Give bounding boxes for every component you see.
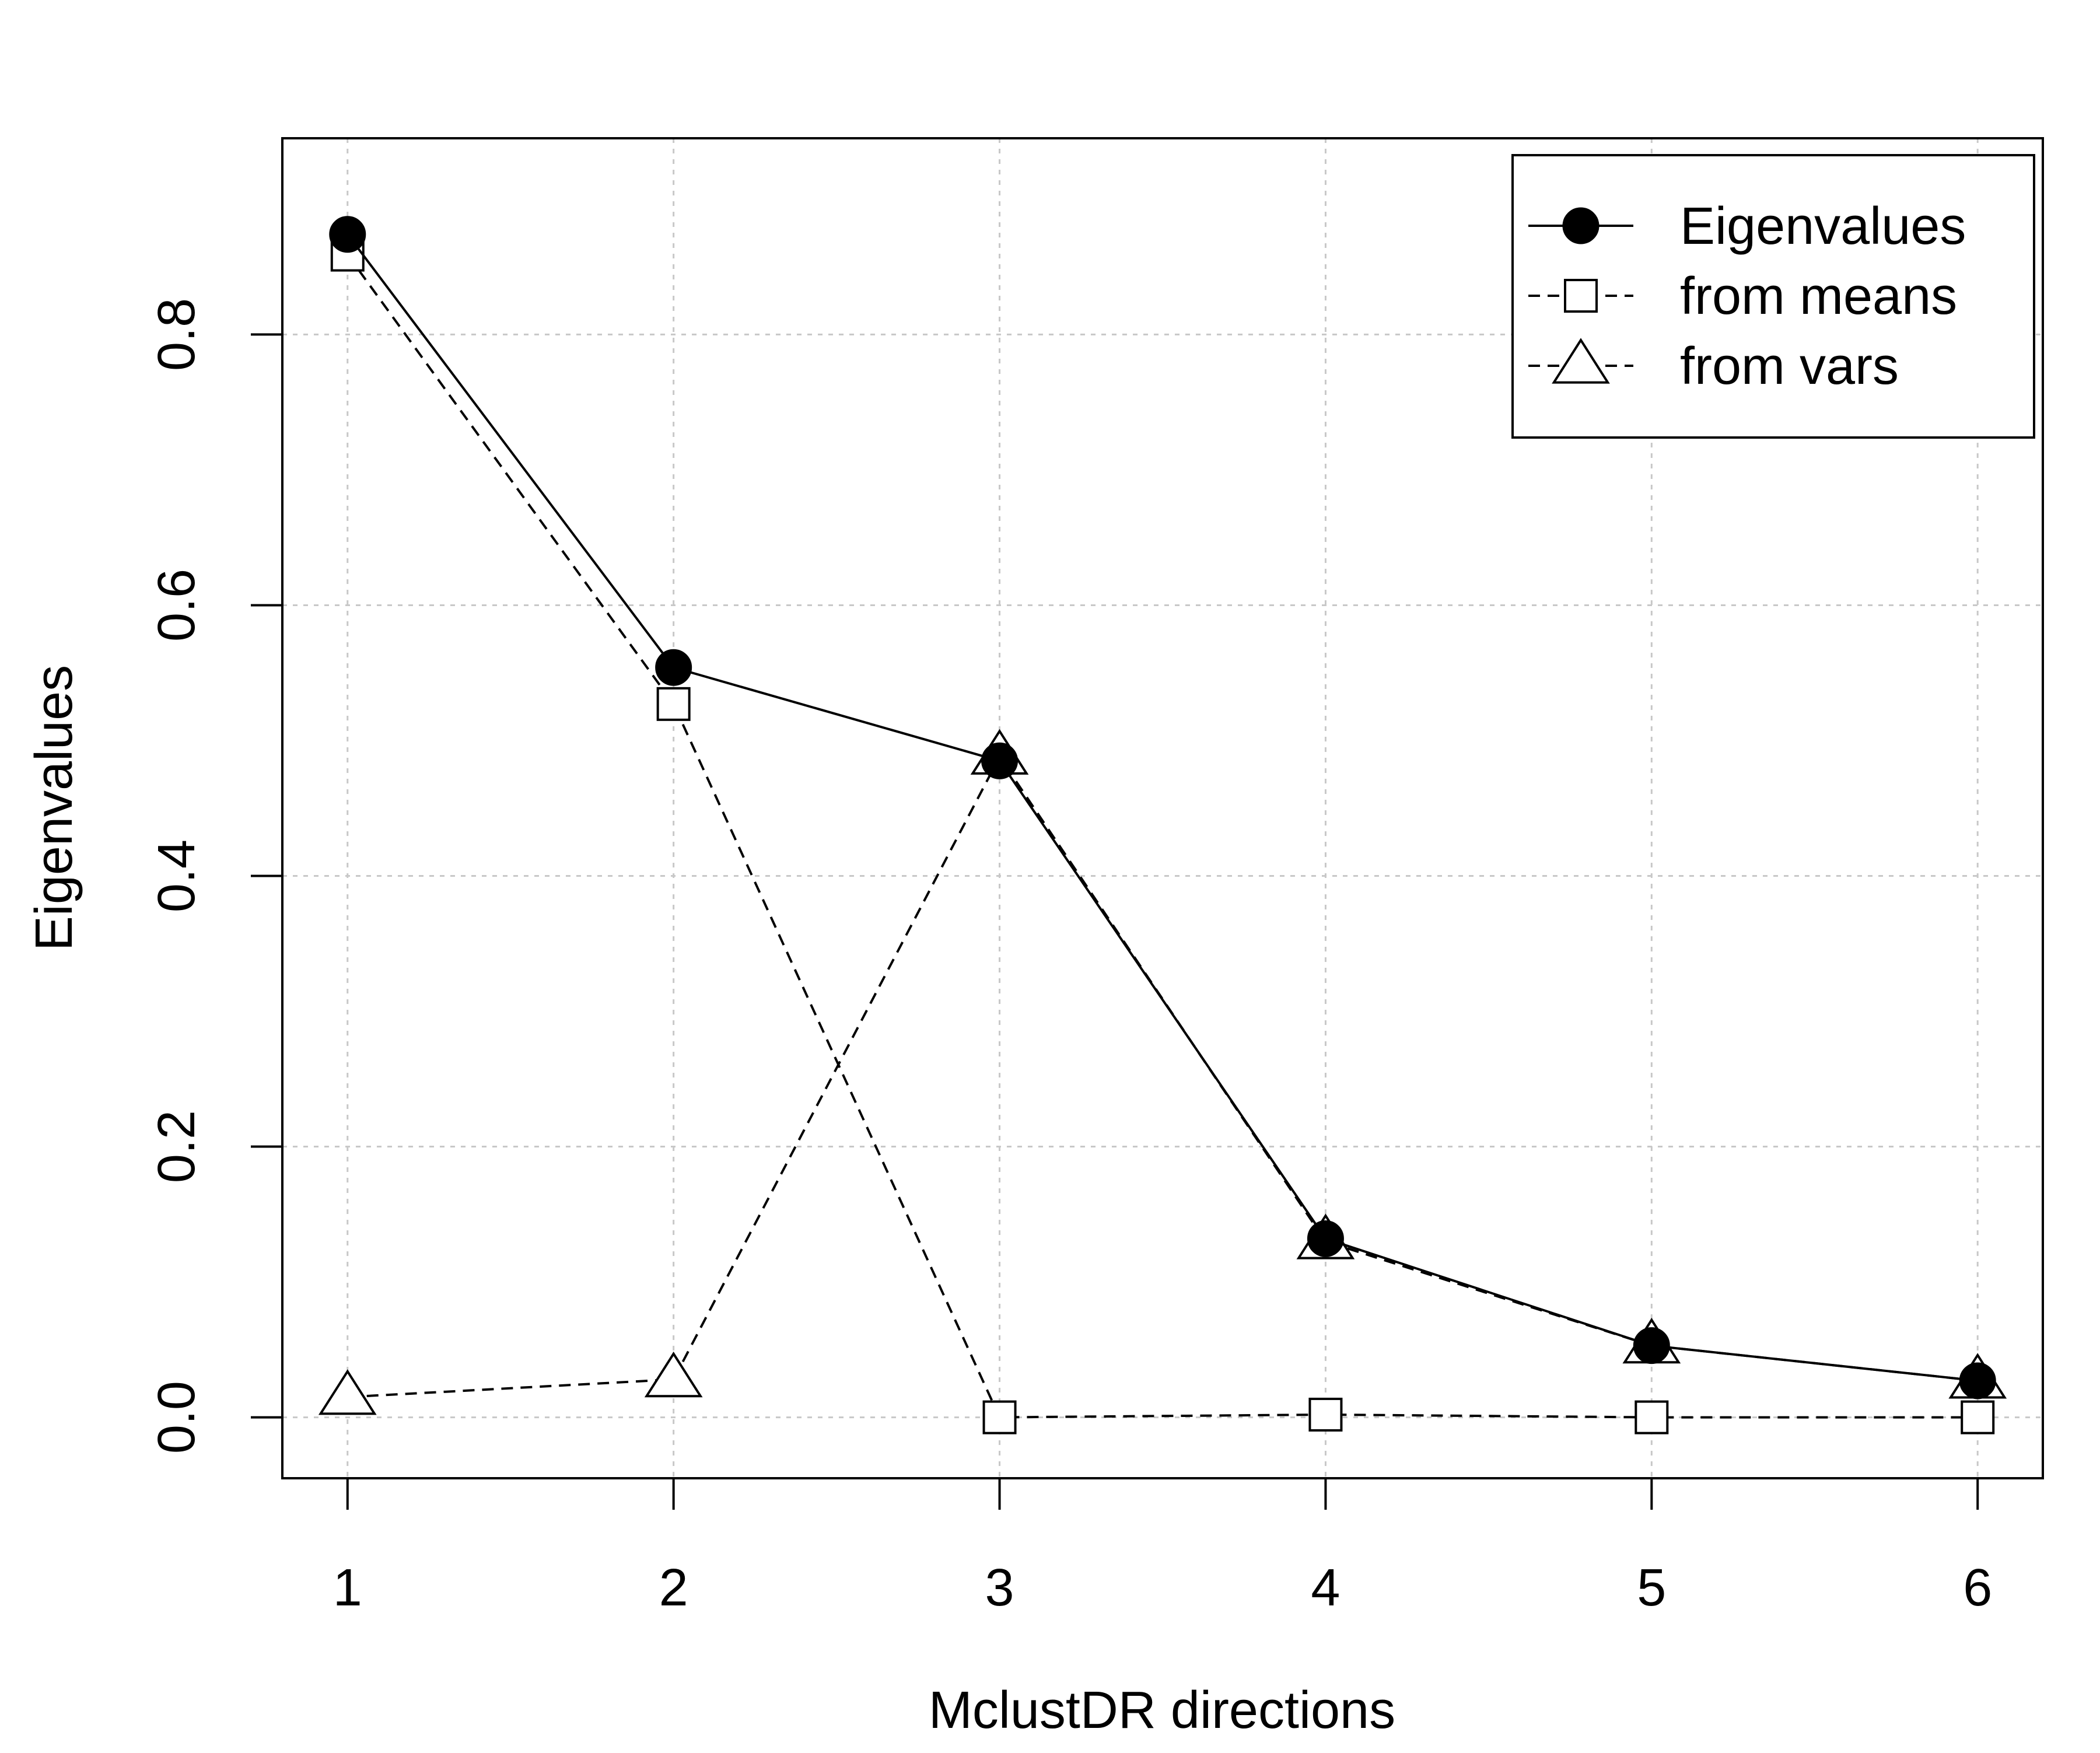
series-3-point-2: [644, 1351, 703, 1398]
series-1-point-2: [655, 649, 692, 686]
y-tick-label-5: 0.8: [148, 298, 206, 371]
x-tick-label-4: 4: [1311, 1559, 1340, 1617]
series-2-point-6: [1961, 1400, 1995, 1434]
series-2-point-5: [1634, 1400, 1669, 1434]
legend: Eigenvalues from means from vars: [1511, 154, 2035, 439]
series-3-line: [347, 754, 1978, 1398]
legend-label-3: from vars: [1680, 337, 1899, 396]
y-tick-label-2: 0.2: [148, 1110, 206, 1183]
axis-layer: 1 2 3 4 5 6 0.0 0.2 0.4 0.6 0.8: [148, 298, 1992, 1617]
series-1-point-3: [981, 742, 1019, 779]
series-1: [329, 216, 1996, 1399]
legend-marker-2: [1564, 279, 1598, 313]
x-tick-label-5: 5: [1637, 1559, 1666, 1617]
series-2-point-4: [1308, 1397, 1343, 1432]
y-tick-label-3: 0.4: [148, 839, 206, 912]
x-tick-label-3: 3: [985, 1559, 1014, 1617]
series-1-point-6: [1959, 1362, 1996, 1399]
legend-label-2: from means: [1680, 267, 1957, 326]
legend-box: [1511, 154, 2035, 439]
y-tick-label-4: 0.6: [148, 569, 206, 642]
y-axis-label: Eigenvalues: [25, 665, 83, 951]
series-2-point-3: [982, 1400, 1017, 1434]
series-2-line: [346, 254, 1978, 1419]
series-layer: [318, 216, 2007, 1434]
legend-marker-3: [1552, 338, 1610, 384]
legend-label-1: Eigenvalues: [1680, 197, 1966, 256]
series-3: [318, 729, 2007, 1415]
series-1-point-1: [329, 216, 366, 253]
series-1-point-5: [1633, 1327, 1670, 1364]
x-tick-label-1: 1: [333, 1559, 362, 1617]
series-1-point-4: [1307, 1220, 1344, 1257]
legend-marker-1: [1562, 207, 1600, 244]
x-tick-label-6: 6: [1963, 1559, 1992, 1617]
series-2-point-2: [656, 687, 691, 721]
series-1-line: [346, 233, 1978, 1382]
x-axis-label: MclustDR directions: [929, 1681, 1395, 1740]
x-tick-label-2: 2: [659, 1559, 688, 1617]
y-tick-label-1: 0.0: [148, 1381, 206, 1454]
series-3-point-1: [318, 1369, 377, 1415]
